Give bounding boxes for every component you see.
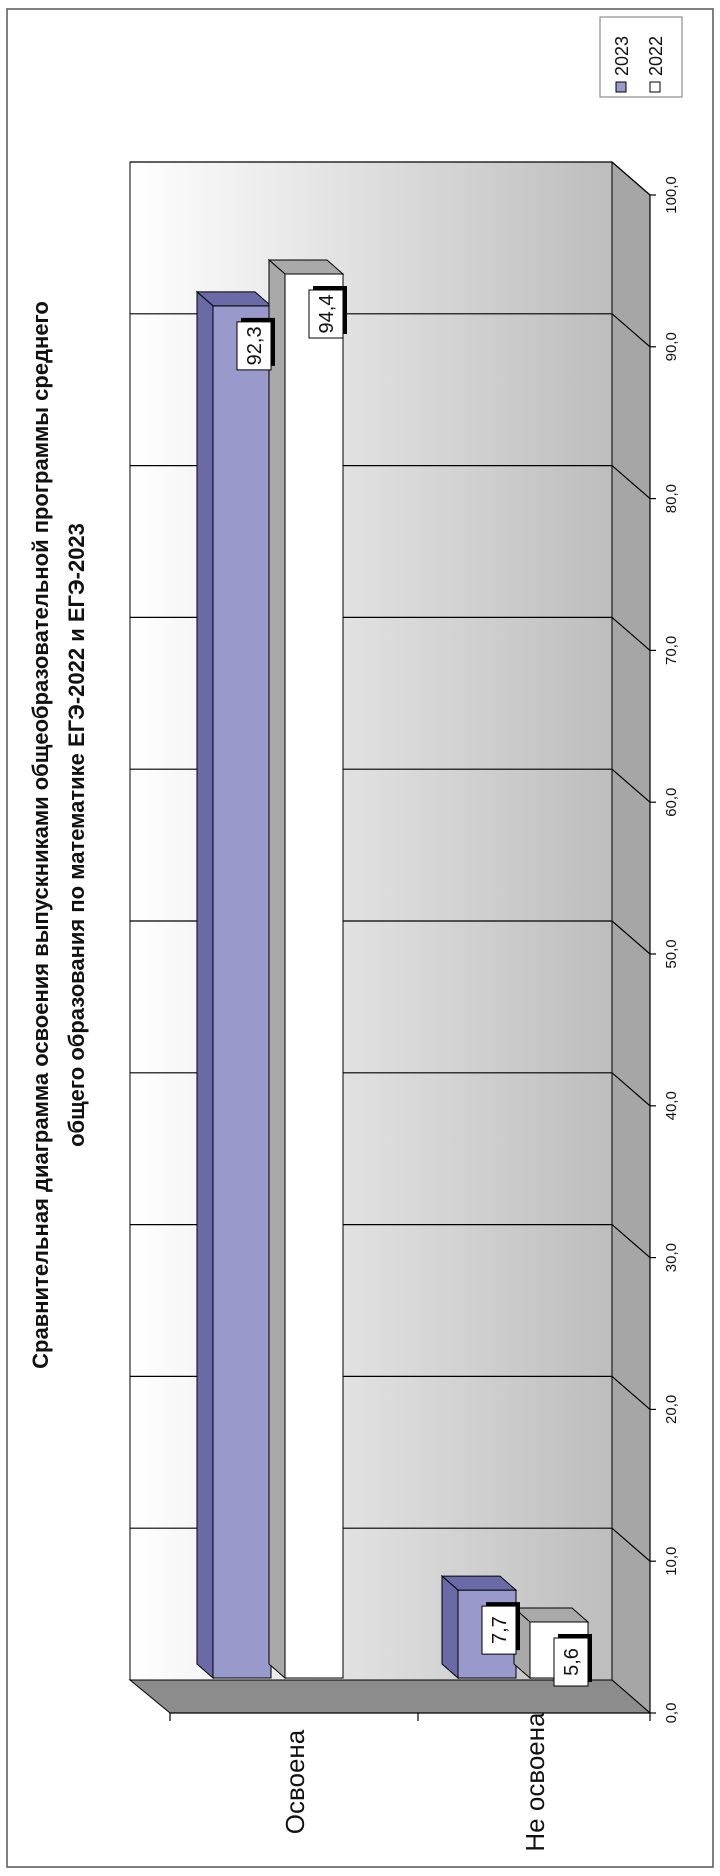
value-axis-tick-label: 70,0 — [663, 636, 680, 665]
bar-side — [268, 258, 286, 1680]
data-label-box — [308, 289, 344, 339]
data-label: 5,6 — [561, 1648, 583, 1676]
legend-label: 2023 — [612, 36, 632, 76]
bar-front — [284, 273, 344, 1679]
value-axis-tick-label: 0,0 — [663, 1703, 680, 1724]
gridline-side — [611, 768, 651, 803]
data-label: 7,7 — [489, 1616, 511, 1644]
value-axis-tick-label: 100,0 — [663, 176, 680, 214]
legend-swatch — [615, 81, 627, 93]
value-axis-tick-label: 40,0 — [663, 1091, 680, 1120]
bar-side — [196, 290, 214, 1680]
value-axis-tick-label: 20,0 — [663, 1395, 680, 1424]
value-axis-tick-label: 80,0 — [663, 484, 680, 513]
category-label: Не освоена — [520, 1712, 550, 1852]
legend-swatch — [649, 81, 661, 93]
bar-side — [441, 1575, 459, 1680]
chart-title-line: Сравнительная диаграмма освоения выпускн… — [28, 301, 53, 1369]
data-label-box — [553, 1637, 589, 1687]
value-axis-tick-label: 90,0 — [663, 332, 680, 361]
value-axis-tick-label: 30,0 — [663, 1243, 680, 1272]
bar-front — [212, 305, 272, 1679]
value-axis-tick-label: 60,0 — [663, 788, 680, 817]
data-label-box — [481, 1605, 517, 1655]
gridline-side — [611, 1527, 651, 1562]
gridline-side — [611, 313, 651, 348]
gridline-side — [611, 1072, 651, 1107]
gridline-side — [611, 920, 651, 955]
value-axis-tick-label: 50,0 — [663, 939, 680, 968]
chart-title-line: общего образования по математике ЕГЭ-202… — [64, 523, 89, 1147]
legend-box — [599, 16, 683, 98]
data-label: 94,4 — [316, 295, 338, 334]
gridline-side — [611, 616, 651, 651]
data-label-box — [236, 321, 272, 371]
data-label: 92,3 — [244, 326, 266, 365]
legend-label: 2022 — [646, 36, 666, 76]
gridline-side — [611, 1375, 651, 1410]
gridline-side — [611, 465, 651, 500]
category-label: Освоена — [280, 1729, 310, 1834]
value-axis-tick-label: 10,0 — [663, 1547, 680, 1576]
gridline-side — [611, 1224, 651, 1259]
gridline-side — [611, 161, 651, 196]
